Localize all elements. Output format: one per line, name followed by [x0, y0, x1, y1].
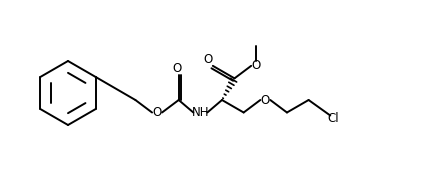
Text: NH: NH: [192, 106, 209, 119]
Text: Cl: Cl: [327, 112, 339, 125]
Text: O: O: [261, 93, 270, 106]
Text: O: O: [203, 53, 212, 66]
Text: O: O: [252, 59, 261, 72]
Text: O: O: [172, 61, 181, 74]
Text: O: O: [152, 106, 162, 119]
